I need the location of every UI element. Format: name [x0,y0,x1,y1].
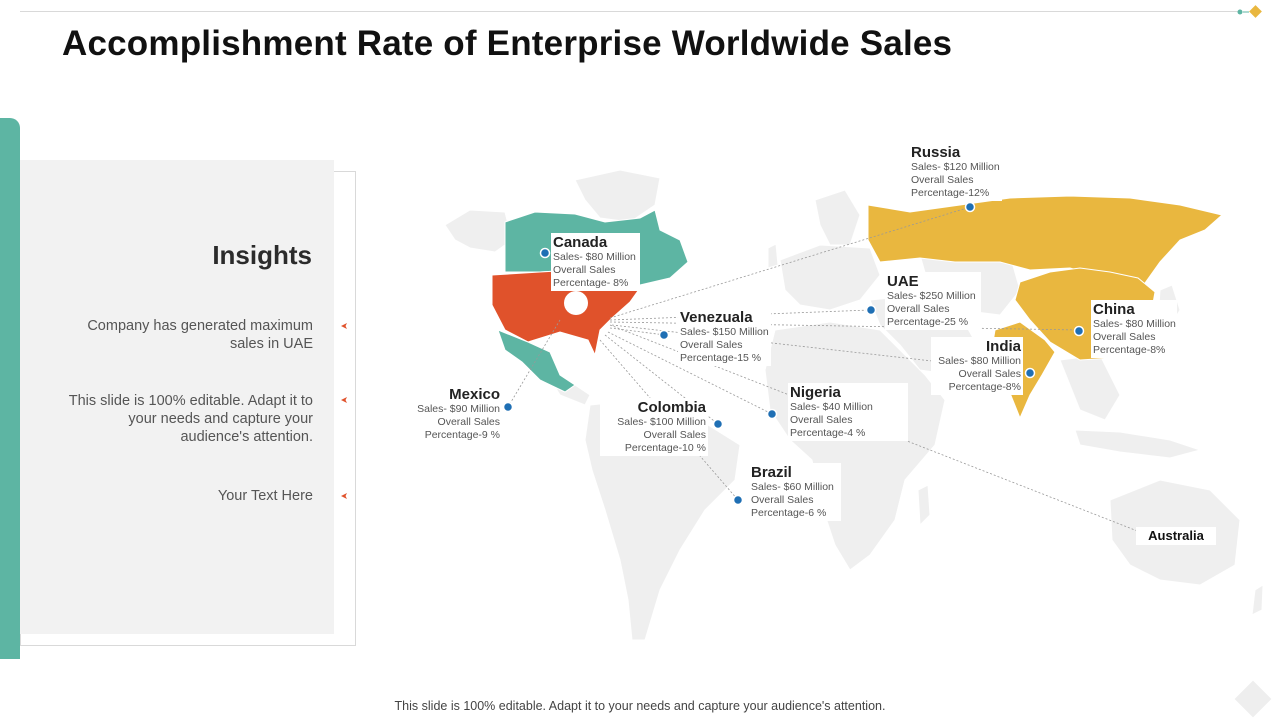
country-percentage: Percentage- 8% [553,277,629,289]
country-sales: Sales- $90 Million [417,403,500,415]
country-percentage: Percentage-12% [911,187,990,199]
country-label-mexico: Mexico Sales- $90 Million Overall Sales … [410,385,502,443]
country-name: Nigeria [790,384,841,401]
country-label-canada: Canada Sales- $80 Million Overall Sales … [551,233,640,291]
country-sales: Sales- $150 Million [680,326,769,338]
country-percentage: Percentage-15 % [680,352,762,364]
bullet-arrow-icon [341,323,347,329]
insights-heading: Insights [212,240,312,270]
country-sales: Sales- $80 Million [1093,318,1176,330]
country-label-brazil: Brazil Sales- $60 Million Overall Sales … [749,463,841,521]
country-sales-caption: Overall Sales [643,429,706,441]
country-percentage: Percentage-8% [1093,344,1166,356]
country-sales: Sales- $40 Million [790,401,873,413]
country-name: Colombia [637,399,706,416]
accent-bar [0,118,20,659]
country-sales-caption: Overall Sales [751,494,814,506]
country-sales-caption: Overall Sales [790,414,853,426]
country-name: UAE [887,273,919,290]
country-name: India [985,338,1021,355]
country-name: Brazil [751,464,792,481]
country-sales: Sales- $80 Million [938,355,1021,367]
bullet-arrow-icon [341,397,347,403]
country-sales: Sales- $250 Million [887,290,976,302]
country-sales-caption: Overall Sales [437,416,500,428]
country-label-nigeria: Nigeria Sales- $40 Million Overall Sales… [788,383,908,441]
country-sales-caption: Overall Sales [958,368,1021,380]
insight-point-3: Your Text Here [217,488,313,504]
country-name: Canada [553,234,608,251]
country-sales-caption: Overall Sales [553,264,616,276]
country-sales: Sales- $120 Million [911,161,1000,173]
country-name: China [1093,301,1135,318]
country-label-india: India Sales- $80 Million Overall Sales P… [931,337,1023,395]
country-sales-caption: Overall Sales [887,303,950,315]
country-label-uae: UAE Sales- $250 Million Overall Sales Pe… [885,272,981,330]
country-label-australia: Australia [1136,527,1216,545]
country-percentage: Percentage-6 % [751,507,827,519]
country-percentage: Percentage-25 % [887,316,969,328]
top-divider-line [20,11,1242,12]
country-label-china: China Sales- $80 Million Overall Sales P… [1091,300,1177,358]
country-percentage: Percentage-9 % [424,429,500,441]
country-label-colombia: Colombia Sales- $100 Million Overall Sal… [600,398,708,456]
page-title: Accomplishment Rate of Enterprise Worldw… [62,24,953,63]
insight-point-2: This slide is 100% editable. Adapt it to… [68,393,313,445]
country-sales: Sales- $100 Million [617,416,706,428]
footer-note: This slide is 100% editable. Adapt it to… [394,699,886,713]
country-name: Russia [911,144,961,161]
country-percentage: Percentage-10 % [624,442,706,454]
country-label-russia: Russia Sales- $120 Million Overall Sales… [909,143,1002,201]
country-sales-caption: Overall Sales [680,339,743,351]
country-name: Venezuala [680,309,753,326]
country-sales-caption: Overall Sales [1093,331,1156,343]
country-percentage: Percentage-8% [948,381,1021,393]
country-percentage: Percentage-4 % [790,427,866,439]
bullet-arrow-icon [341,493,347,499]
country-sales-caption: Overall Sales [911,174,974,186]
country-label-venezuala: Venezuala Sales- $150 Million Overall Sa… [678,308,771,366]
country-sales: Sales- $60 Million [751,481,834,493]
corner-decoration-icon [1237,5,1262,18]
country-name: Mexico [449,386,500,403]
country-sales: Sales- $80 Million [553,251,636,263]
insights-panel [20,160,334,634]
insight-point-1: Company has generated maximum sales in U… [87,318,313,352]
